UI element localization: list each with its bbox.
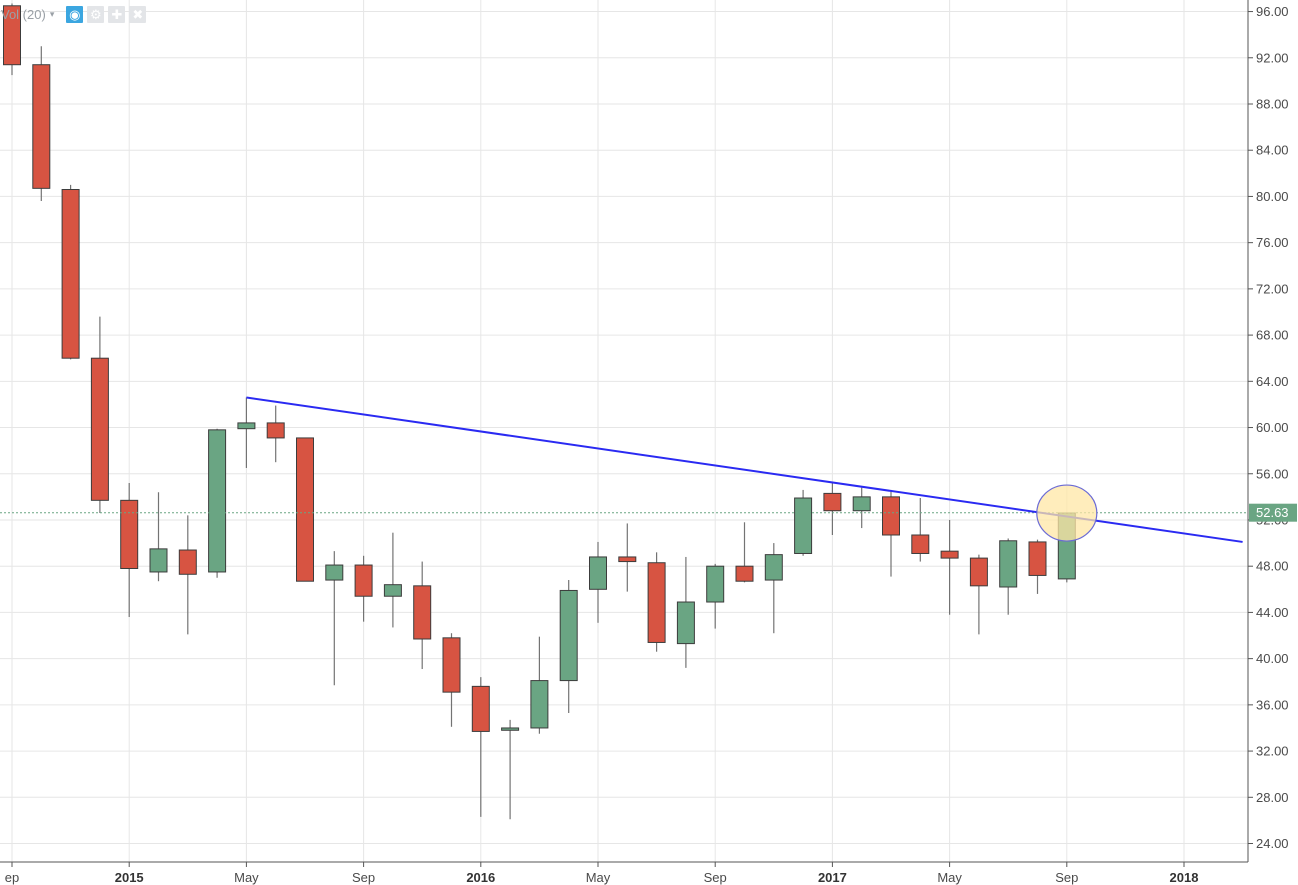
indicator-legend: Vol (20) ▾ ◉ ⚙ ✚ ✖ [0, 4, 150, 24]
candle-body[interactable] [149, 548, 168, 573]
x-tick-label: 2017 [818, 870, 847, 885]
chart-grid [0, 0, 1248, 862]
candle-body[interactable] [735, 565, 754, 582]
candle-body[interactable] [647, 562, 666, 643]
y-tick-label: 44.00 [1256, 605, 1289, 620]
candle-body[interactable] [911, 534, 930, 554]
last-price-tag [1249, 503, 1297, 522]
candle-body[interactable] [501, 727, 520, 731]
candle-body[interactable] [589, 556, 607, 590]
candle-body[interactable] [178, 549, 197, 575]
candle-body[interactable] [764, 554, 783, 581]
candle-body[interactable] [969, 557, 988, 587]
y-tick-label: 48.00 [1256, 559, 1289, 574]
y-tick-label: 56.00 [1256, 466, 1289, 481]
candle-body[interactable] [90, 357, 109, 501]
candle-body[interactable] [383, 584, 402, 597]
x-tick-label: 2016 [466, 870, 495, 885]
x-tick-label: May [586, 870, 611, 885]
candle-body[interactable] [266, 422, 285, 439]
y-tick-label: 24.00 [1256, 836, 1289, 851]
y-tick-label: 96.00 [1256, 4, 1289, 19]
y-tick-label: 64.00 [1256, 374, 1289, 389]
candle-body[interactable] [413, 585, 432, 640]
candle-body[interactable] [237, 422, 256, 430]
candle-body[interactable] [3, 5, 21, 66]
y-tick-label: 88.00 [1256, 96, 1289, 111]
y-tick-label: 80.00 [1256, 189, 1289, 204]
y-tick-label: 32.00 [1256, 744, 1289, 759]
x-tick-label: May [234, 870, 259, 885]
y-tick-label: 36.00 [1256, 697, 1289, 712]
candle-body[interactable] [618, 556, 637, 563]
time-axis[interactable]: ep 2015 May Sep 2016 May Sep 2017 May Sep 2018 [0, 861, 1248, 885]
plus-icon[interactable]: ✚ [108, 5, 126, 23]
candle-body[interactable] [32, 64, 51, 189]
candle-body[interactable] [706, 565, 725, 603]
candle-body[interactable] [61, 189, 80, 359]
candle-body[interactable] [1028, 541, 1047, 576]
y-tick-label: 28.00 [1256, 790, 1289, 805]
y-tick-label: 68.00 [1256, 328, 1289, 343]
close-icon[interactable]: ✖ [129, 5, 147, 23]
candle-body[interactable] [325, 564, 344, 581]
y-tick-label: 84.00 [1256, 143, 1289, 158]
drawings-layer [0, 396, 1248, 543]
candle-body[interactable] [208, 429, 227, 573]
indicator-label[interactable]: Vol (20) [1, 6, 46, 22]
y-tick-label: 40.00 [1256, 651, 1289, 666]
y-tick-label: 76.00 [1256, 235, 1289, 250]
y-tick-label: 72.00 [1256, 281, 1289, 296]
candle-body[interactable] [882, 496, 900, 536]
candle-body[interactable] [940, 550, 959, 559]
x-tick-label: Sep [352, 870, 375, 885]
candle-body[interactable] [823, 492, 842, 512]
last-price-label: 52.63 [1256, 505, 1289, 520]
highlight-circle[interactable] [1036, 484, 1098, 542]
candle-body[interactable] [120, 499, 139, 570]
candle-body[interactable] [559, 589, 578, 682]
x-tick-label: 2018 [1170, 870, 1199, 885]
candles-layer [3, 3, 1076, 820]
x-tick-label: Sep [1055, 870, 1078, 885]
candle-body[interactable] [999, 540, 1018, 588]
x-tick-label: 2015 [115, 870, 144, 885]
y-tick-label: 92.00 [1256, 50, 1289, 65]
candle-body[interactable] [676, 601, 695, 645]
price-axis[interactable]: 24.0028.0032.0036.0040.0044.0048.0052.00… [1247, 0, 1297, 862]
candle-body[interactable] [530, 680, 549, 729]
candle-body[interactable] [296, 437, 314, 582]
chevron-down-icon[interactable]: ▾ [49, 8, 55, 19]
candle-body[interactable] [471, 685, 490, 732]
eye-icon[interactable]: ◉ [66, 5, 84, 23]
x-tick-label: Sep [704, 870, 727, 885]
y-tick-label: 60.00 [1256, 420, 1289, 435]
gear-icon[interactable]: ⚙ [87, 5, 105, 23]
candle-body[interactable] [354, 564, 373, 597]
candle-body[interactable] [794, 497, 813, 554]
candle-body[interactable] [852, 496, 871, 512]
x-tick-label: May [937, 870, 962, 885]
x-tick-label: ep [5, 870, 19, 885]
candle-body[interactable] [442, 637, 461, 693]
